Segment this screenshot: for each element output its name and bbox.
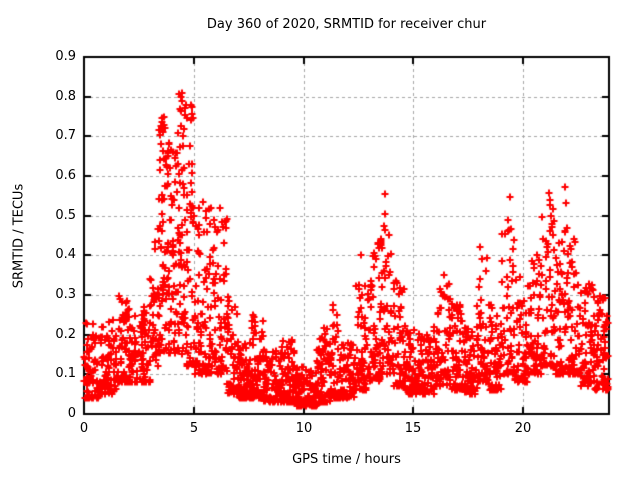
y-axis-label: SRMTID / TECUs [11,183,27,289]
x-tick-label: 15 [404,421,422,436]
y-tick-label: 0.6 [55,168,76,183]
y-tick-label: 0.7 [55,128,76,143]
x-tick-label: 10 [295,421,313,436]
y-tick-label: 0.9 [55,49,76,64]
x-tick-label: 20 [514,421,532,436]
y-tick-label: 0.2 [55,327,76,342]
y-tick-label: 0 [67,406,76,421]
x-tick-label: 5 [189,421,199,436]
y-tick-label: 0.5 [55,208,76,223]
y-tick-label: 0.4 [55,247,76,262]
x-axis-label: GPS time / hours [292,452,401,467]
y-tick-label: 0.3 [55,287,76,302]
chart-title: Day 360 of 2020, SRMTID for receiver chu… [206,17,487,32]
y-tick-label: 0.8 [55,89,76,104]
y-tick-label: 0.1 [55,366,76,381]
x-tick-label: 0 [79,421,89,436]
